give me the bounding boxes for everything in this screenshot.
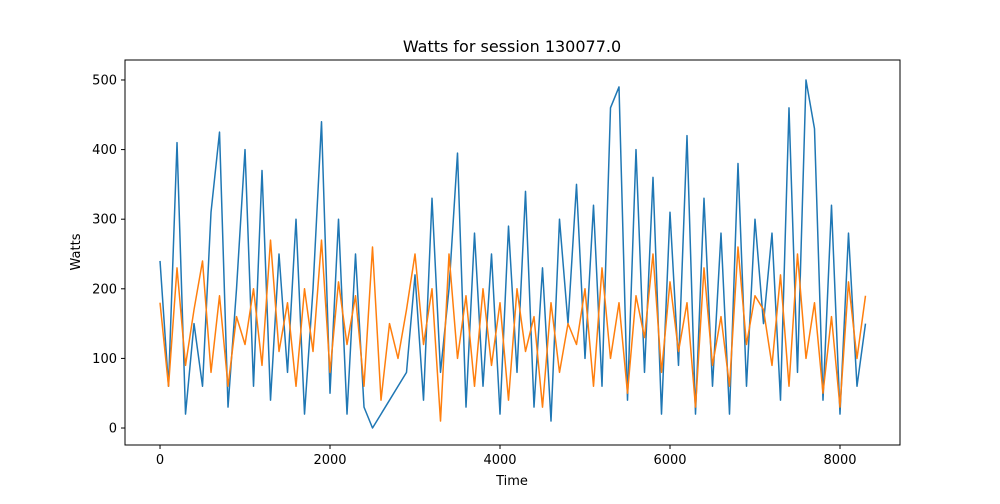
x-tick-label: 6000 bbox=[653, 453, 686, 468]
y-tick-label: 200 bbox=[92, 282, 117, 297]
y-tick-label: 100 bbox=[92, 352, 117, 367]
y-axis-label: Watts bbox=[69, 233, 84, 270]
y-tick-label: 400 bbox=[92, 143, 117, 158]
y-tick-label: 0 bbox=[109, 422, 117, 437]
y-tick-label: 500 bbox=[92, 73, 117, 88]
x-tick-label: 2000 bbox=[313, 453, 346, 468]
x-tick-label: 4000 bbox=[483, 453, 516, 468]
y-tick-label: 300 bbox=[92, 213, 117, 228]
chart-title: Watts for session 130077.0 bbox=[403, 37, 621, 56]
x-tick-label: 0 bbox=[156, 453, 164, 468]
series-line bbox=[159, 79, 867, 429]
x-axis-label: Time bbox=[495, 474, 528, 489]
series-line bbox=[159, 239, 867, 422]
x-tick-label: 8000 bbox=[823, 453, 856, 468]
plot-frame bbox=[124, 59, 901, 446]
